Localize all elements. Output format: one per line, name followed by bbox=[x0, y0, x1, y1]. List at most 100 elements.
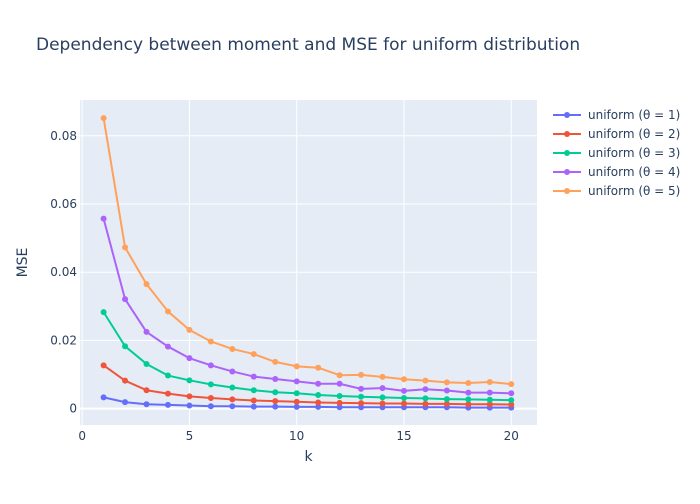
data-point bbox=[143, 328, 150, 335]
data-point bbox=[207, 403, 214, 410]
data-point bbox=[293, 390, 300, 397]
data-point bbox=[465, 401, 472, 408]
data-point bbox=[336, 380, 343, 387]
series-4 bbox=[100, 215, 515, 397]
x-tick-label: 20 bbox=[504, 429, 519, 443]
legend-item[interactable]: uniform (θ = 5) bbox=[553, 184, 680, 198]
legend-swatch-marker bbox=[564, 169, 570, 175]
data-point bbox=[100, 362, 107, 369]
chart-title: Dependency between moment and MSE for un… bbox=[36, 35, 580, 55]
data-point bbox=[164, 308, 171, 315]
y-tick-label: 0.06 bbox=[50, 197, 77, 211]
legend-item[interactable]: uniform (θ = 1) bbox=[553, 108, 680, 122]
data-point bbox=[143, 387, 150, 394]
data-point bbox=[358, 393, 365, 400]
x-tick-label: 15 bbox=[396, 429, 411, 443]
data-point bbox=[272, 398, 279, 405]
data-point bbox=[508, 397, 515, 404]
data-point bbox=[164, 390, 171, 397]
y-tick-label: 0.04 bbox=[50, 265, 77, 279]
data-point bbox=[164, 343, 171, 350]
data-point bbox=[315, 403, 322, 410]
legend-swatch-marker bbox=[564, 112, 570, 118]
data-point bbox=[486, 401, 493, 408]
data-point bbox=[336, 399, 343, 406]
data-point bbox=[336, 372, 343, 379]
data-point bbox=[229, 384, 236, 391]
data-point bbox=[229, 345, 236, 352]
data-point bbox=[443, 396, 450, 403]
legend-label: uniform (θ = 1) bbox=[588, 108, 680, 122]
data-point bbox=[465, 396, 472, 403]
legend-item[interactable]: uniform (θ = 4) bbox=[553, 165, 680, 179]
data-point bbox=[250, 403, 257, 410]
y-tick-label: 0 bbox=[69, 402, 77, 416]
legend-swatch-marker bbox=[564, 150, 570, 156]
data-point bbox=[164, 372, 171, 379]
data-point bbox=[400, 400, 407, 407]
data-point bbox=[358, 385, 365, 392]
y-tick-label: 0.02 bbox=[50, 333, 77, 347]
data-point bbox=[186, 393, 193, 400]
data-point bbox=[272, 358, 279, 365]
data-point bbox=[315, 364, 322, 371]
series-line bbox=[102, 218, 512, 395]
legend-label: uniform (θ = 2) bbox=[588, 127, 680, 141]
data-point bbox=[508, 390, 515, 397]
series-3 bbox=[100, 309, 515, 404]
data-point bbox=[422, 400, 429, 407]
series-line bbox=[102, 117, 512, 386]
legend-label: uniform (θ = 4) bbox=[588, 165, 680, 179]
data-point bbox=[164, 401, 171, 408]
data-point bbox=[379, 373, 386, 380]
data-point bbox=[443, 387, 450, 394]
data-point bbox=[400, 387, 407, 394]
series-line bbox=[103, 396, 512, 409]
data-point bbox=[336, 404, 343, 411]
data-point bbox=[400, 376, 407, 383]
legend-item[interactable]: uniform (θ = 2) bbox=[553, 127, 680, 141]
data-point bbox=[143, 281, 150, 288]
data-point bbox=[272, 389, 279, 396]
y-tick-label: 0.08 bbox=[50, 129, 77, 143]
data-point bbox=[207, 362, 214, 369]
data-point bbox=[143, 360, 150, 367]
legend-swatch-marker bbox=[564, 131, 570, 137]
data-point bbox=[358, 371, 365, 378]
data-point bbox=[315, 380, 322, 387]
data-point bbox=[358, 400, 365, 407]
data-point bbox=[250, 387, 257, 394]
data-point bbox=[293, 403, 300, 410]
legend-label: uniform (θ = 5) bbox=[588, 184, 680, 198]
x-tick-label: 0 bbox=[78, 429, 86, 443]
data-point bbox=[100, 394, 107, 401]
grid-lines bbox=[80, 100, 537, 425]
data-point bbox=[443, 400, 450, 407]
data-point bbox=[379, 400, 386, 407]
data-point bbox=[100, 215, 107, 222]
data-point bbox=[443, 379, 450, 386]
legend-label: uniform (θ = 3) bbox=[588, 146, 680, 160]
data-point bbox=[422, 377, 429, 384]
data-point bbox=[186, 377, 193, 384]
legend: uniform (θ = 1) uniform (θ = 2) uniform (θ… bbox=[553, 108, 680, 198]
data-point bbox=[250, 373, 257, 380]
data-point bbox=[100, 309, 107, 316]
data-point bbox=[186, 326, 193, 333]
data-point bbox=[229, 396, 236, 403]
y-axis-title: MSE bbox=[15, 248, 31, 278]
legend-item[interactable]: uniform (θ = 3) bbox=[553, 146, 680, 160]
data-point bbox=[508, 401, 515, 408]
data-point bbox=[465, 380, 472, 387]
data-point bbox=[315, 391, 322, 398]
data-point bbox=[422, 395, 429, 402]
legend-swatch-marker bbox=[564, 188, 570, 194]
data-point bbox=[250, 351, 257, 358]
data-point bbox=[486, 389, 493, 396]
data-point bbox=[336, 393, 343, 400]
data-point bbox=[293, 363, 300, 370]
data-point bbox=[186, 402, 193, 409]
data-point bbox=[379, 394, 386, 401]
data-point bbox=[272, 403, 279, 410]
